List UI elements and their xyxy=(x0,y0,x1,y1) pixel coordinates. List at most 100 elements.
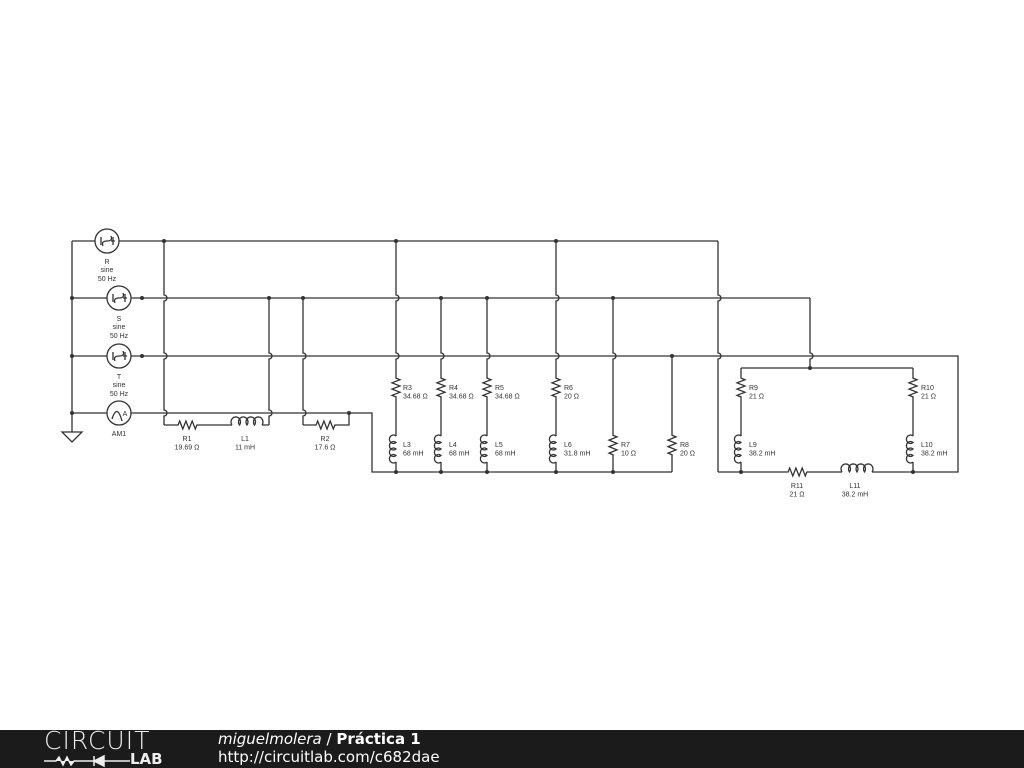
component-value: 38.2 mH xyxy=(921,451,947,458)
component-r10[interactable]: R10 21 Ω xyxy=(907,375,936,401)
resistor-symbol xyxy=(666,432,678,458)
source-frequency: 50 Hz xyxy=(110,333,129,340)
component-r6[interactable]: R6 20 Ω xyxy=(550,375,579,401)
wire xyxy=(303,413,350,426)
source-name: R xyxy=(104,259,109,266)
circuit-title: miguelmolera / Práctica 1 xyxy=(218,731,421,748)
wire xyxy=(717,241,722,472)
component-value: 68 mH xyxy=(403,451,424,458)
component-value: 34.68 Ω xyxy=(495,394,520,401)
resistor-symbol xyxy=(550,375,562,400)
title-separator: / xyxy=(321,730,337,748)
source-waveform: sine xyxy=(101,267,114,274)
component-l1[interactable]: L1 11 mH xyxy=(230,416,264,452)
junction-dot xyxy=(162,239,166,243)
component-l11[interactable]: L11 38.2 mH xyxy=(840,463,874,499)
component-r7[interactable]: R7 10 Ω xyxy=(607,432,636,458)
source-waveform: sine xyxy=(113,324,126,331)
component-l5[interactable]: L5 68 mH xyxy=(479,434,516,464)
component-name: L10 xyxy=(921,442,933,449)
component-name: R3 xyxy=(403,385,412,392)
junction-dot xyxy=(140,354,144,358)
source-waveform: sine xyxy=(113,382,126,389)
component-r3[interactable]: R3 34.68 Ω xyxy=(390,375,428,401)
component-value: 34.68 Ω xyxy=(449,394,474,401)
component-l6[interactable]: L6 31.8 mH xyxy=(548,434,590,464)
component-r9[interactable]: R9 21 Ω xyxy=(735,375,764,401)
junction-dot xyxy=(394,239,398,243)
junction-dot xyxy=(394,470,398,474)
resistor-symbol xyxy=(481,375,493,400)
component-name: L9 xyxy=(749,442,757,449)
junction-dot xyxy=(439,470,443,474)
circuitlab-logo[interactable]: CIRCUIT LAB xyxy=(44,728,174,768)
component-l10[interactable]: L10 38.2 mH xyxy=(905,434,947,464)
component-name: R5 xyxy=(495,385,504,392)
component-name: R2 xyxy=(321,436,330,443)
inductor-symbol xyxy=(433,434,442,464)
component-value: 68 mH xyxy=(449,451,470,458)
junction-dot xyxy=(554,239,558,243)
component-r8[interactable]: R8 20 Ω xyxy=(666,432,695,458)
component-r2[interactable]: R2 17.6 Ω xyxy=(313,419,338,452)
rail-t xyxy=(72,355,959,473)
source-name: S xyxy=(117,316,122,323)
component-value: 19.69 Ω xyxy=(175,445,200,452)
component-r1[interactable]: R1 19.69 Ω xyxy=(175,419,200,452)
wire xyxy=(612,298,617,432)
component-name: R7 xyxy=(621,442,630,449)
source-frequency: 50 Hz xyxy=(98,276,117,283)
component-value: 10 Ω xyxy=(621,451,636,458)
component-name: L1 xyxy=(241,436,249,443)
circuit-name: Práctica 1 xyxy=(336,730,421,748)
component-name: R4 xyxy=(449,385,458,392)
component-name: L5 xyxy=(495,442,503,449)
junction-dot xyxy=(70,296,74,300)
source-am1[interactable]: A AM1 xyxy=(106,400,132,438)
wire xyxy=(440,298,445,375)
logo-text-bottom: LAB xyxy=(130,750,163,768)
ammeter-icon xyxy=(106,400,132,426)
component-l4[interactable]: L4 68 mH xyxy=(433,434,470,464)
junction-dot xyxy=(140,296,144,300)
component-r5[interactable]: R5 34.68 Ω xyxy=(481,375,520,401)
resistor-symbol xyxy=(907,375,919,400)
junction-dot xyxy=(670,354,674,358)
ground-icon xyxy=(60,431,84,443)
component-name: L11 xyxy=(849,483,860,490)
component-r11[interactable]: R11 21 Ω xyxy=(785,466,810,499)
component-value: 21 Ω xyxy=(790,492,805,499)
resistor-symbol xyxy=(313,419,338,431)
wire xyxy=(555,241,560,375)
inductor-symbol xyxy=(905,434,914,464)
ac-source-icon xyxy=(106,285,132,311)
circuit-url[interactable]: http://circuitlab.com/c682dae xyxy=(218,748,440,766)
component-name: R10 xyxy=(921,385,934,392)
inductor-symbol xyxy=(840,463,874,474)
component-r4[interactable]: R4 34.68 Ω xyxy=(435,375,474,401)
source-name: AM1 xyxy=(112,431,127,438)
component-name: R6 xyxy=(564,385,573,392)
component-value: 21 Ω xyxy=(921,394,936,401)
footer-bar: CIRCUIT LAB miguelmolera / Práctica 1 ht… xyxy=(0,728,1024,768)
component-name: L6 xyxy=(564,442,572,449)
component-value: 68 mH xyxy=(495,451,516,458)
component-l9[interactable]: L9 38.2 mH xyxy=(733,434,775,464)
junction-dot xyxy=(267,296,271,300)
component-l3[interactable]: L3 68 mH xyxy=(388,434,424,464)
junction-dot xyxy=(911,470,915,474)
resistor-symbol xyxy=(435,375,447,400)
wire xyxy=(809,298,814,368)
component-value: 38.2 mH xyxy=(749,451,775,458)
junction-dot xyxy=(485,296,489,300)
resistor-symbol xyxy=(175,419,200,431)
junction-dot xyxy=(554,470,558,474)
ac-source-icon xyxy=(106,343,132,369)
junction-dot xyxy=(611,296,615,300)
author-link[interactable]: miguelmolera xyxy=(218,730,322,748)
wire xyxy=(268,298,273,425)
